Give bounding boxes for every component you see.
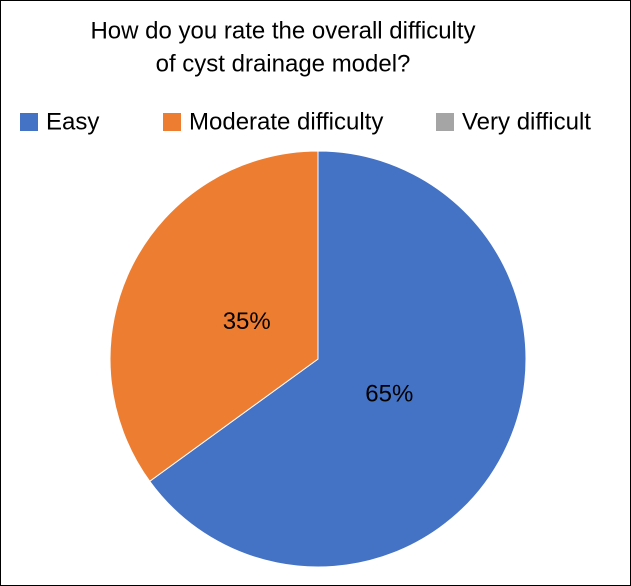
data-label: 65% [365,381,413,408]
legend-swatch [163,113,181,131]
legend-label: Moderate difficulty [189,108,383,135]
chart-title: How do you rate the overall difficulty [90,17,475,44]
legend-label: Easy [46,108,99,135]
legend-swatch [20,113,38,131]
legend-swatch [436,113,454,131]
legend-label: Very difficult [462,108,591,135]
pie-slice [149,150,527,568]
pie-slice [109,150,319,482]
chart-title: of cyst drainage model? [156,50,411,77]
data-label: 35% [223,308,271,335]
